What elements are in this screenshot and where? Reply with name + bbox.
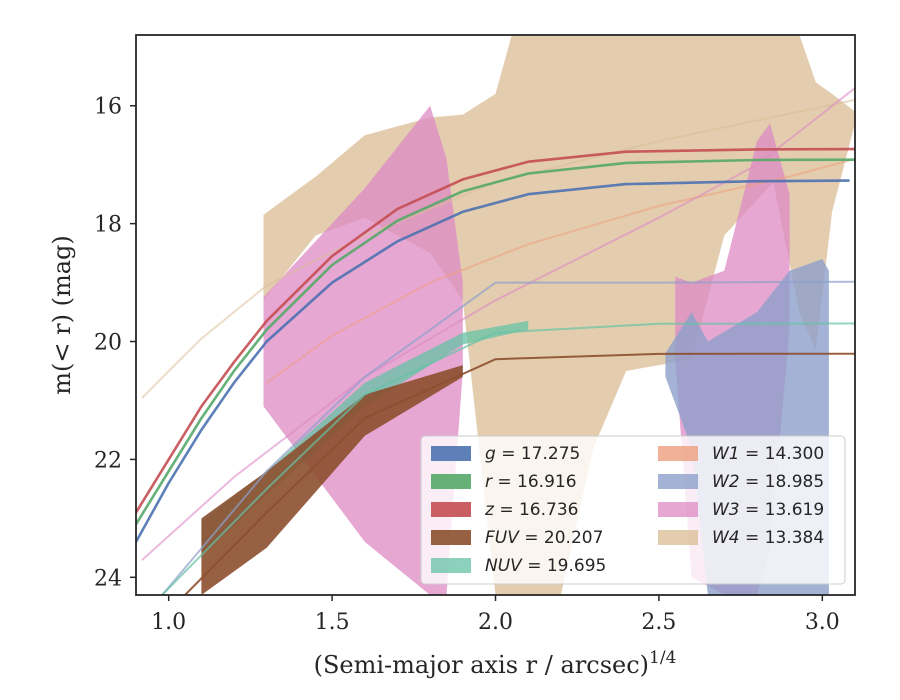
legend-frame xyxy=(420,435,846,585)
legend-label-fuv: FUV = 20.207 xyxy=(485,528,603,548)
legend-label-w3: W3 = 13.619 xyxy=(712,500,824,520)
x-tick-label: 3.0 xyxy=(805,610,840,635)
legend-label-nuv: NUV = 19.695 xyxy=(485,556,606,576)
curve-nuv xyxy=(161,322,855,595)
x-tick-label: 2.0 xyxy=(478,610,513,635)
legend-swatch-z xyxy=(431,502,471,517)
curve-w4 xyxy=(141,98,855,399)
band-fuv xyxy=(201,365,463,595)
legend-swatch-w2 xyxy=(658,474,698,489)
y-tick-label: 16 xyxy=(94,95,122,120)
legend-swatch-fuv xyxy=(431,530,471,545)
legend-swatch-w1 xyxy=(658,446,698,461)
legend-swatch-g xyxy=(431,446,471,461)
y-axis: 16 18 20 22 24 xyxy=(94,95,136,591)
curve-fuv xyxy=(184,352,855,595)
legend-label-g: g = 17.275 xyxy=(485,444,580,464)
x-tick-label: 2.5 xyxy=(641,610,676,635)
x-tick-label: 1.0 xyxy=(151,610,186,635)
x-tick-label: 1.5 xyxy=(315,610,350,635)
legend: g = 17.275 r = 16.916 z = 16.736 FUV = 20.2… xyxy=(420,435,846,585)
y-tick-label: 22 xyxy=(94,448,122,473)
legend-label-r: r = 16.916 xyxy=(485,472,577,492)
y-axis-label: m(< r) (mag) xyxy=(48,235,76,394)
x-axis: 1.0 1.5 2.0 2.5 3.0 xyxy=(151,595,840,635)
x-axis-label: (Semi-major axis r / arcsec)1/4 xyxy=(314,648,677,679)
legend-swatch-w4 xyxy=(658,530,698,545)
curve-r xyxy=(136,158,855,526)
legend-swatch-r xyxy=(431,474,471,489)
legend-swatch-nuv xyxy=(431,558,471,573)
legend-label-w1: W1 = 14.300 xyxy=(712,444,824,464)
legend-swatch-w3 xyxy=(658,502,698,517)
y-tick-label: 18 xyxy=(94,213,122,238)
legend-label-z: z = 16.736 xyxy=(484,500,578,520)
curve-z xyxy=(136,147,855,514)
curve-w3 xyxy=(141,87,855,561)
curve-w1 xyxy=(265,157,855,384)
legend-label-w2: W2 = 18.985 xyxy=(712,472,824,492)
curve-w2 xyxy=(161,280,855,595)
curve-g xyxy=(136,179,850,544)
y-tick-label: 24 xyxy=(94,566,122,591)
plot-area xyxy=(136,35,855,595)
y-tick-label: 20 xyxy=(94,331,122,356)
legend-label-w4: W4 = 13.384 xyxy=(712,528,824,548)
